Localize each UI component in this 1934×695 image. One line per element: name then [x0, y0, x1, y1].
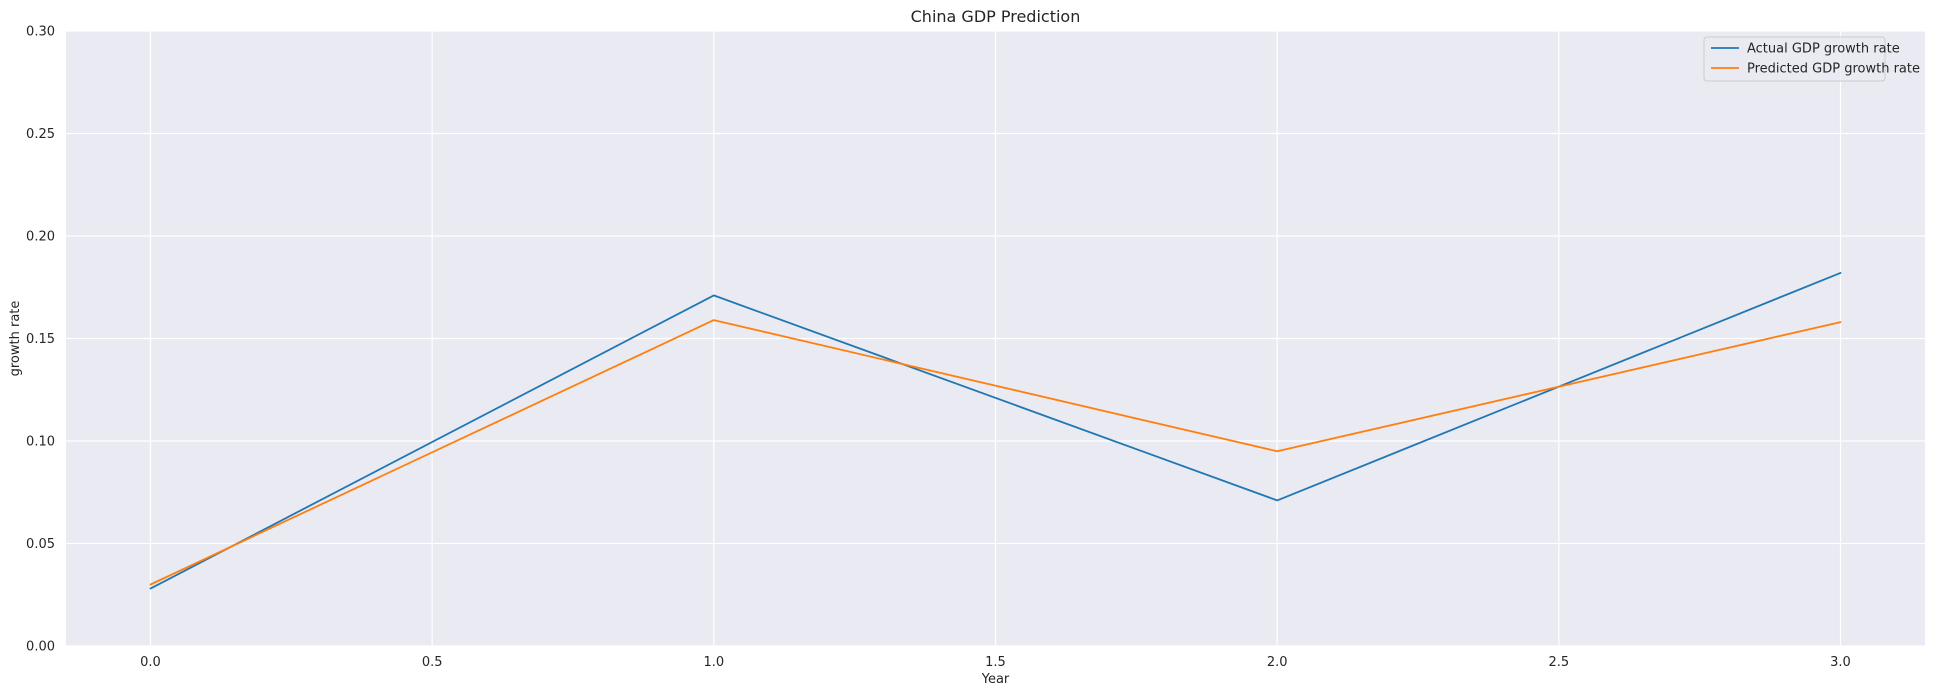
legend-label: Predicted GDP growth rate: [1747, 62, 1920, 77]
y-tick-label: 0.05: [26, 537, 55, 552]
x-tick-label: 1.0: [703, 655, 724, 670]
x-tick-label: 2.0: [1267, 655, 1288, 670]
y-tick-label: 0.10: [26, 435, 55, 450]
y-tick-label: 0.15: [26, 332, 55, 347]
grid: [66, 30, 1925, 647]
x-axis-ticks: 0.0 0.5 1.0 1.5 2.0 2.5 3.0: [140, 655, 1851, 670]
series-line-predicted: [149, 319, 1842, 586]
x-axis-label: Year: [981, 672, 1010, 687]
y-tick-label: 0.20: [26, 230, 55, 245]
legend-label: Actual GDP growth rate: [1747, 42, 1900, 57]
series-lines: [149, 271, 1842, 590]
y-tick-label: 0.25: [26, 127, 55, 142]
y-axis-ticks: 0.00 0.05 0.10 0.15 0.20 0.25 0.30: [26, 25, 55, 655]
legend: Actual GDP growth rate Predicted GDP grow…: [1703, 36, 1920, 82]
chart-title: China GDP Prediction: [911, 7, 1081, 26]
y-axis-label: growth rate: [8, 301, 23, 377]
x-tick-label: 3.0: [1830, 655, 1851, 670]
legend-box: [1703, 36, 1886, 82]
x-tick-label: 2.5: [1548, 655, 1569, 670]
x-tick-label: 1.5: [985, 655, 1006, 670]
legend-items: Actual GDP growth rate Predicted GDP grow…: [1711, 42, 1920, 77]
x-tick-label: 0.0: [140, 655, 161, 670]
x-tick-label: 0.5: [422, 655, 443, 670]
y-tick-label: 0.30: [26, 25, 55, 40]
y-tick-label: 0.00: [26, 640, 55, 655]
